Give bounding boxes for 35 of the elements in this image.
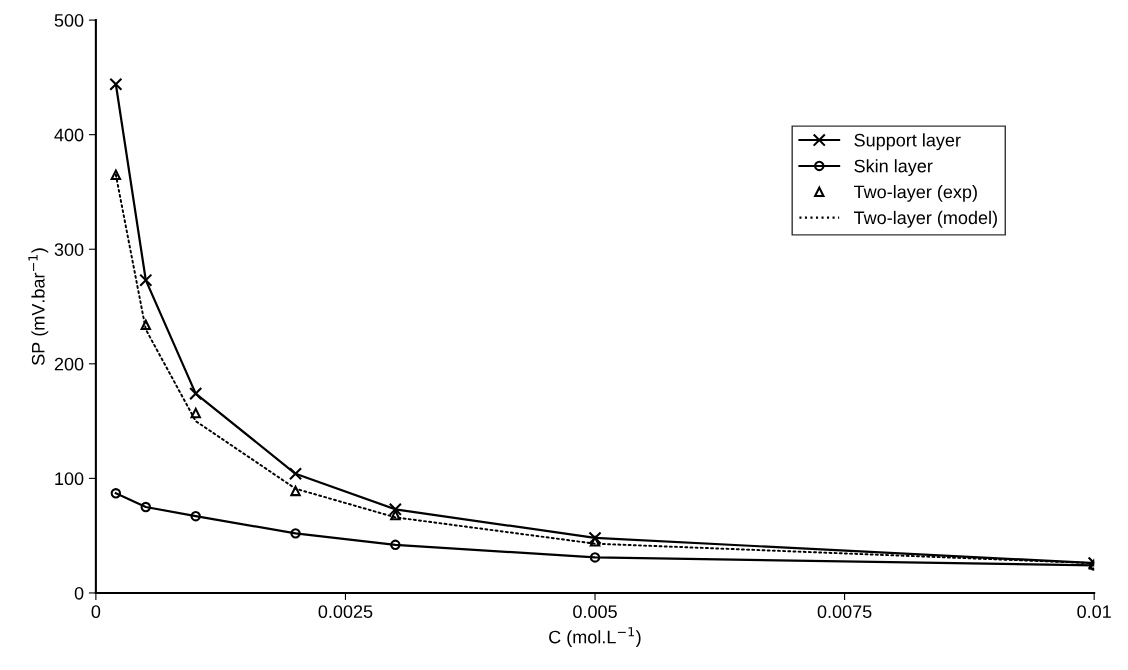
point [109,77,123,91]
point [110,488,122,499]
x-tick-label: 0.0075 [817,605,872,619]
point [140,501,151,513]
point [140,319,151,331]
point [290,528,301,539]
point [190,407,201,419]
point [190,510,201,522]
legend-label: Skin layer [854,159,933,176]
legend-label: Support layer [854,133,961,151]
point [589,536,601,547]
x-tick-label: 0.005 [573,605,617,619]
y-tick-label: 0 [74,586,84,600]
point [288,467,303,481]
point [589,552,601,563]
x-tick-label: 0.01 [1077,605,1111,619]
y-tick-label: 300 [54,243,84,256]
point [390,539,401,551]
legend-label: Two-layer (exp) [853,185,977,202]
y-tick-label: 200 [54,357,84,371]
point [189,387,203,401]
point [139,273,153,287]
x-axis-title: C (mol.L$^{−1}$) [549,627,641,648]
point [588,531,602,545]
y-tick-label: 100 [55,472,84,486]
y-tick-label: 500 [54,14,84,27]
x-tick-label: 0 [91,605,101,619]
legend-label: Two-layer (model) [853,210,997,228]
point [110,169,122,180]
y-axis-title: SP (mV.bar$^{−1}$) [28,248,49,366]
point [290,485,301,497]
point [388,502,402,516]
point [390,509,401,521]
y-tick-label: 400 [54,128,84,142]
x-tick-label: 0.0025 [318,605,373,619]
